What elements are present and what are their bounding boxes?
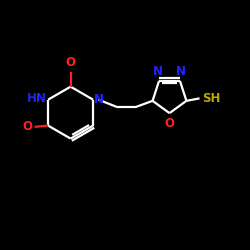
Text: N: N — [153, 65, 163, 78]
Text: O: O — [164, 117, 174, 130]
Text: SH: SH — [202, 92, 220, 105]
Text: N: N — [94, 93, 104, 106]
Text: O: O — [66, 56, 76, 69]
Text: N: N — [176, 65, 186, 78]
Text: O: O — [22, 120, 32, 133]
Text: HN: HN — [27, 92, 47, 105]
